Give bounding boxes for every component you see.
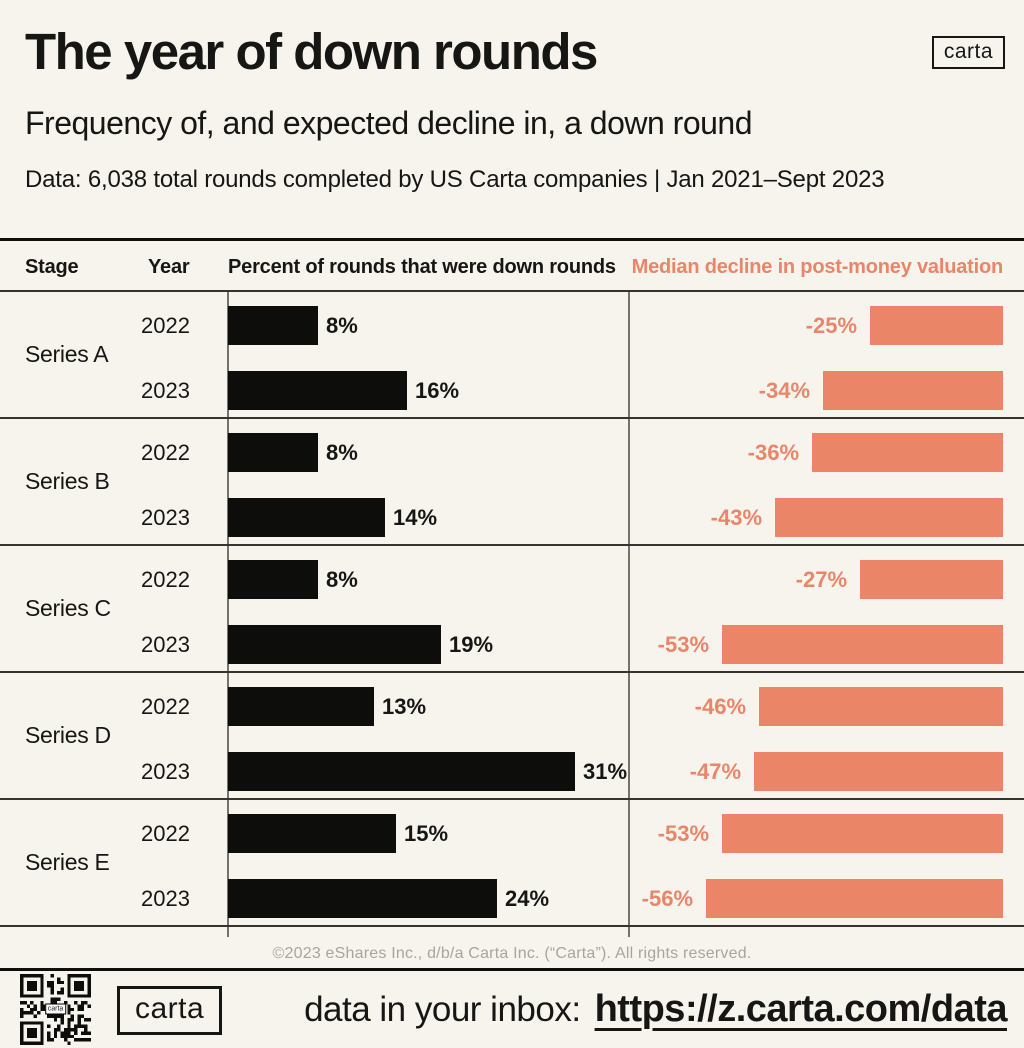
cta-text: data in your inbox: https://z.carta.com/d…	[222, 988, 1024, 1031]
stage-group: Series E 2022 15% -53% 2023 24% -56%	[0, 800, 1024, 927]
stage-group: Series B 2022 8% -36% 2023 14% -43%	[0, 419, 1024, 546]
table-row: 2023 14% -43%	[0, 498, 1024, 537]
carta-logo-bottom: carta	[117, 985, 223, 1035]
stage-label: Series E	[25, 849, 110, 875]
decline-value: -27%	[795, 567, 847, 592]
table-row: 2023 24% -56%	[0, 879, 1024, 918]
decline-bar	[823, 371, 1003, 410]
top-divider	[0, 238, 1024, 241]
stage-group: Series D 2022 13% -46% 2023 31% -47%	[0, 673, 1024, 800]
page-title: The year of down rounds	[25, 23, 598, 80]
stage-group: Series C 2022 8% -27% 2023 19% -53%	[0, 546, 1024, 673]
column-divider-line	[628, 292, 630, 937]
stage-group: Series A 2022 8% -25% 2023 16% -34%	[0, 292, 1024, 419]
year-label: 2023	[141, 378, 190, 403]
down-round-value: 19%	[449, 632, 494, 657]
year-label: 2022	[141, 440, 190, 465]
decline-bar	[775, 498, 1003, 537]
decline-bar	[759, 687, 1003, 726]
carta-logo-text: carta	[135, 991, 205, 1025]
stage-label: Series D	[25, 722, 111, 748]
down-round-bar	[228, 687, 374, 726]
table-row: 2022 8% -36%	[0, 433, 1024, 472]
decline-bar	[870, 306, 1003, 345]
year-label: 2023	[141, 505, 190, 530]
year-label: 2023	[141, 632, 190, 657]
decline-value: -25%	[805, 313, 857, 338]
data-source-note: Data: 6,038 total rounds completed by US…	[25, 166, 885, 194]
down-round-value: 16%	[415, 378, 460, 403]
col-header-stage: Stage	[25, 256, 79, 278]
decline-bar	[722, 625, 1003, 664]
decline-value: -53%	[657, 632, 709, 657]
year-label: 2022	[141, 313, 190, 338]
decline-value: -34%	[758, 378, 810, 403]
decline-bar	[860, 560, 1003, 599]
col-header-year: Year	[148, 256, 190, 278]
down-round-value: 15%	[404, 821, 449, 846]
down-round-bar	[228, 306, 318, 345]
down-round-bar	[228, 371, 407, 410]
decline-value: -46%	[694, 694, 746, 719]
year-label: 2023	[141, 759, 190, 784]
cta-label: data in your inbox:	[304, 989, 581, 1029]
decline-bar	[722, 814, 1003, 853]
table-row: 2022 8% -27%	[0, 560, 1024, 599]
table-row: 2022 13% -46%	[0, 687, 1024, 726]
down-round-value: 8%	[326, 440, 358, 465]
chart-table-body: Series A 2022 8% -25% 2023 16% -34% Seri…	[0, 292, 1024, 937]
decline-bar	[812, 433, 1003, 472]
decline-value: -53%	[657, 821, 709, 846]
page-subtitle: Frequency of, and expected decline in, a…	[25, 105, 753, 142]
cta-bar: carta carta data in your inbox: https://z…	[0, 971, 1024, 1045]
down-round-bar	[228, 625, 441, 664]
down-round-value: 8%	[326, 567, 358, 592]
down-round-value: 13%	[382, 694, 427, 719]
year-label: 2022	[141, 567, 190, 592]
decline-value: -56%	[641, 886, 693, 911]
stage-label: Series C	[25, 595, 111, 621]
cta-link[interactable]: https://z.carta.com/data	[594, 987, 1008, 1030]
bottom-divider	[0, 968, 1024, 971]
table-row: 2023 31% -47%	[0, 752, 1024, 791]
decline-value: -36%	[747, 440, 799, 465]
decline-value: -43%	[710, 505, 762, 530]
year-label: 2022	[141, 694, 190, 719]
decline-bar	[754, 752, 1003, 791]
col-header-median-decline: Median decline in post-money valuation	[631, 256, 1004, 278]
down-round-bar	[228, 879, 497, 918]
table-row: 2022 8% -25%	[0, 306, 1024, 345]
copyright-note: ©2023 eShares Inc., d/b/a Carta Inc. (“C…	[272, 945, 752, 962]
down-round-value: 31%	[583, 759, 628, 784]
qr-carta-label: carta	[44, 1003, 67, 1015]
qr-code: carta	[20, 973, 91, 1045]
down-round-bar	[228, 752, 575, 791]
column-header-row: Stage Year Percent of rounds that were d…	[0, 241, 1024, 292]
table-row: 2023 16% -34%	[0, 371, 1024, 410]
down-round-value: 24%	[505, 886, 550, 911]
stage-label: Series B	[25, 468, 110, 494]
infographic-canvas: carta The year of down rounds Frequency …	[0, 23, 1024, 1048]
year-label: 2023	[141, 886, 190, 911]
year-label: 2022	[141, 821, 190, 846]
col-header-down-rounds: Percent of rounds that were down rounds	[228, 256, 616, 278]
down-round-bar	[228, 814, 396, 853]
carta-logo: carta	[931, 36, 1005, 69]
stage-label: Series A	[25, 341, 109, 367]
down-round-value: 14%	[393, 505, 438, 530]
table-row: 2023 19% -53%	[0, 625, 1024, 664]
down-round-bar	[228, 498, 385, 537]
down-round-bar	[228, 433, 318, 472]
left-axis-line	[227, 292, 229, 937]
carta-logo-text: carta	[943, 40, 993, 63]
decline-bar	[706, 879, 1003, 918]
down-round-value: 8%	[326, 313, 358, 338]
down-round-bar	[228, 560, 318, 599]
header: carta The year of down rounds Frequency …	[0, 23, 1024, 238]
table-row: 2022 15% -53%	[0, 814, 1024, 853]
decline-value: -47%	[689, 759, 741, 784]
